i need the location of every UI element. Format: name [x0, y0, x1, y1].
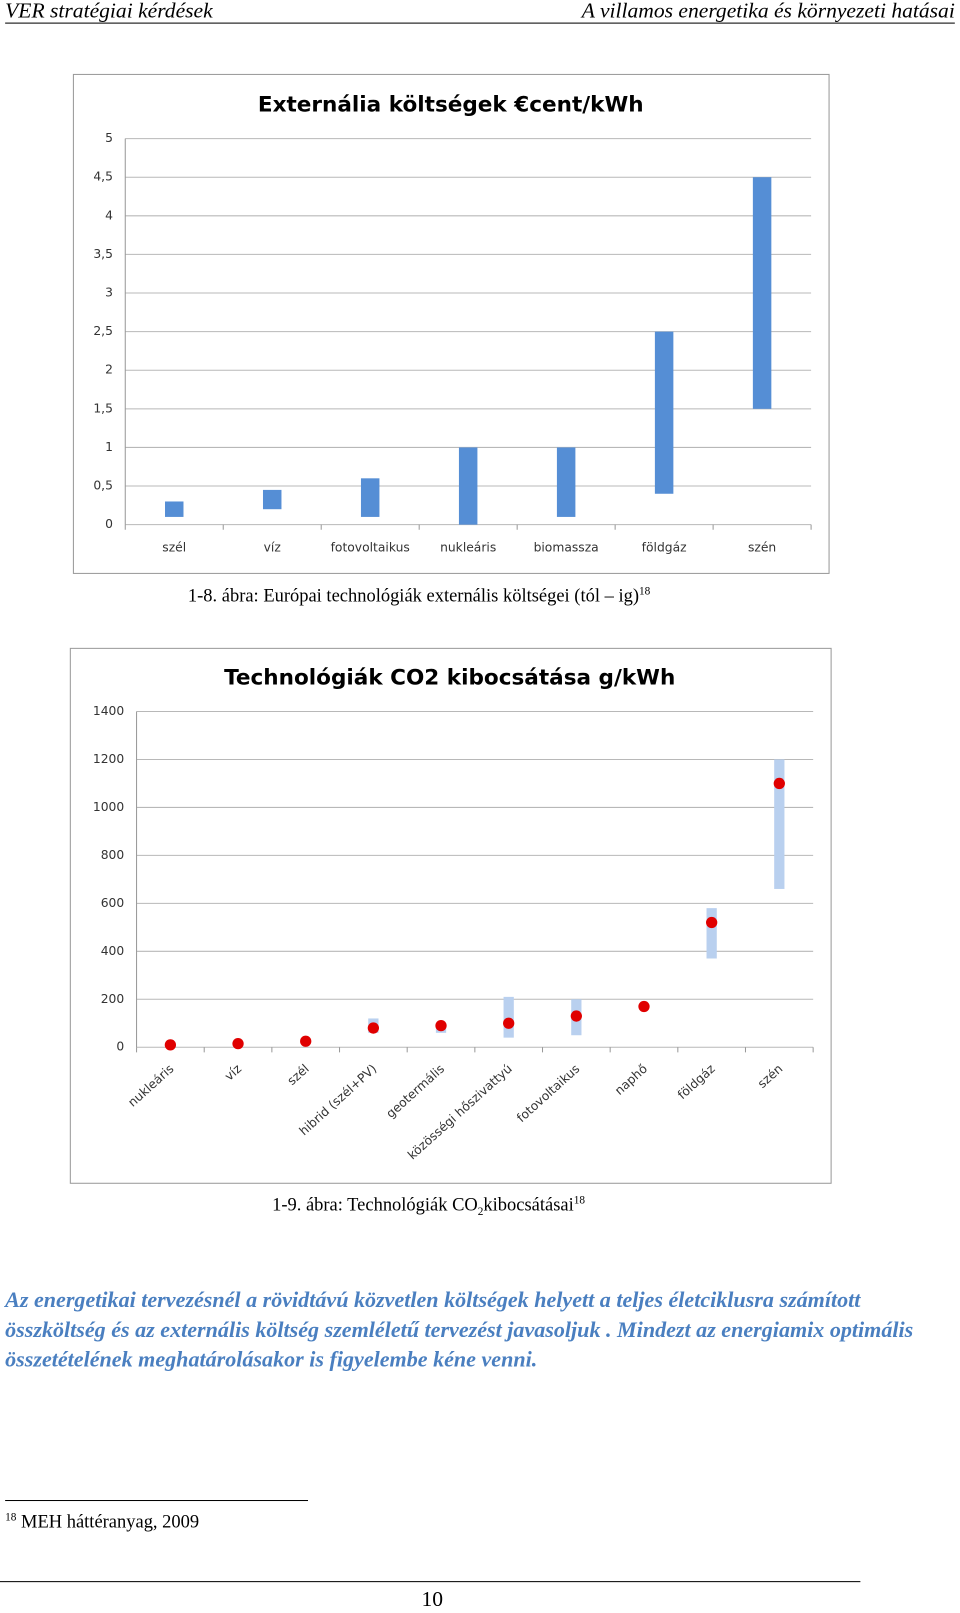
data-point	[300, 1035, 312, 1047]
body-paragraph: Az energetikai tervezésnél a rövidtávú k…	[5, 1287, 914, 1372]
figure-caption: 1-8. ábra: Európai technológiák externál…	[188, 585, 650, 607]
data-point	[503, 1017, 515, 1029]
data-point	[435, 1020, 447, 1032]
data-point	[706, 916, 718, 929]
header-left: VER stratégiai kérdések	[5, 0, 213, 23]
caption-text: 1-9. ábra: Technológiák CO	[272, 1194, 478, 1215]
chart-external-costs: Externália költségek €cent/kWh 0 0,5 1 1,5 2…	[72, 73, 830, 574]
x-tick-label: víz	[222, 1062, 244, 1084]
range-bar	[752, 177, 772, 409]
y-tick-label: 4	[105, 208, 113, 222]
data-point	[164, 1039, 177, 1051]
y-tick-label: 200	[101, 992, 125, 1006]
footnote-ref: 18	[638, 585, 651, 598]
footnote-number: 18	[5, 1511, 17, 1524]
range-bar	[458, 447, 478, 525]
x-tick-label: fotovoltaikus	[331, 541, 410, 555]
x-tick-label: szén	[748, 541, 776, 555]
range-bar	[262, 489, 282, 510]
y-tick-label: 2,5	[93, 324, 113, 338]
range-bar	[654, 331, 674, 494]
y-tick-label: 0	[116, 1040, 124, 1054]
range-bar	[360, 478, 380, 517]
y-tick-label: 800	[101, 848, 125, 862]
x-tick-label: víz	[264, 541, 281, 555]
y-tick-label: 3,5	[93, 247, 113, 261]
x-tick-label: szél	[285, 1062, 312, 1088]
caption-text: 1-8. ábra: Európai technológiák externál…	[187, 585, 639, 606]
y-tick-label: 600	[101, 896, 125, 910]
caption-subscript: 2	[477, 1205, 484, 1219]
y-tick-label: 400	[101, 944, 125, 958]
chart-title: Externália költségek €cent/kWh	[258, 93, 644, 118]
x-tick-label: földgáz	[642, 541, 687, 555]
y-tick-label: 1400	[93, 704, 125, 718]
range-bar	[706, 908, 717, 959]
y-tick-label: 2	[105, 363, 113, 377]
footnote: 18 MEH háttéranyag, 2009	[5, 1511, 199, 1533]
y-tick-label: 3	[105, 286, 113, 300]
x-tick-label: szél	[162, 541, 186, 555]
x-tick-label: naphő	[612, 1062, 650, 1098]
y-tick-label: 0,5	[93, 479, 113, 493]
data-point	[570, 1010, 582, 1022]
data-point	[773, 777, 785, 790]
y-tick-label: 1000	[93, 800, 125, 814]
chart-co2-emissions: Technológiák CO2 kibocsátása g/kWh 0 200 4…	[69, 647, 832, 1184]
x-tick-label: szén	[755, 1062, 785, 1091]
range-bar	[556, 447, 576, 517]
footnote-text: MEH háttéranyag, 2009	[21, 1511, 200, 1532]
range-bar	[165, 501, 184, 517]
x-tick-label: nukleáris	[440, 541, 496, 555]
range-bar	[503, 996, 514, 1038]
y-tick-label: 4,5	[93, 170, 113, 184]
header-rule	[5, 22, 955, 24]
data-point	[367, 1022, 380, 1034]
x-tick-label: fotovoltaikus	[514, 1062, 582, 1125]
range-bar	[774, 759, 785, 889]
footnote-rule	[5, 1500, 309, 1502]
header-right: A villamos energetika és környezeti hatá…	[581, 0, 955, 23]
caption-text-after: kibocsátásai	[483, 1194, 574, 1215]
data-point	[638, 1000, 650, 1013]
footer-rule	[0, 1581, 861, 1583]
page-number: 10	[421, 1586, 444, 1611]
x-tick-label: biomassza	[534, 541, 599, 555]
y-tick-label: 1	[105, 440, 113, 454]
x-tick-label: geotermális	[384, 1062, 448, 1121]
figure-caption: 1-9. ábra: Technológiák CO2kibocsátásai1…	[272, 1194, 585, 1218]
x-tick-label: földgáz	[675, 1062, 718, 1102]
chart-title: Technológiák CO2 kibocsátása g/kWh	[224, 666, 675, 691]
y-tick-label: 0	[105, 517, 113, 531]
footnote-ref: 18	[573, 1194, 586, 1207]
y-tick-label: 1200	[93, 752, 125, 766]
data-point	[232, 1037, 244, 1050]
y-tick-label: 1,5	[93, 401, 113, 415]
x-tick-label: nukleáris	[125, 1062, 176, 1110]
y-tick-label: 5	[105, 131, 113, 145]
